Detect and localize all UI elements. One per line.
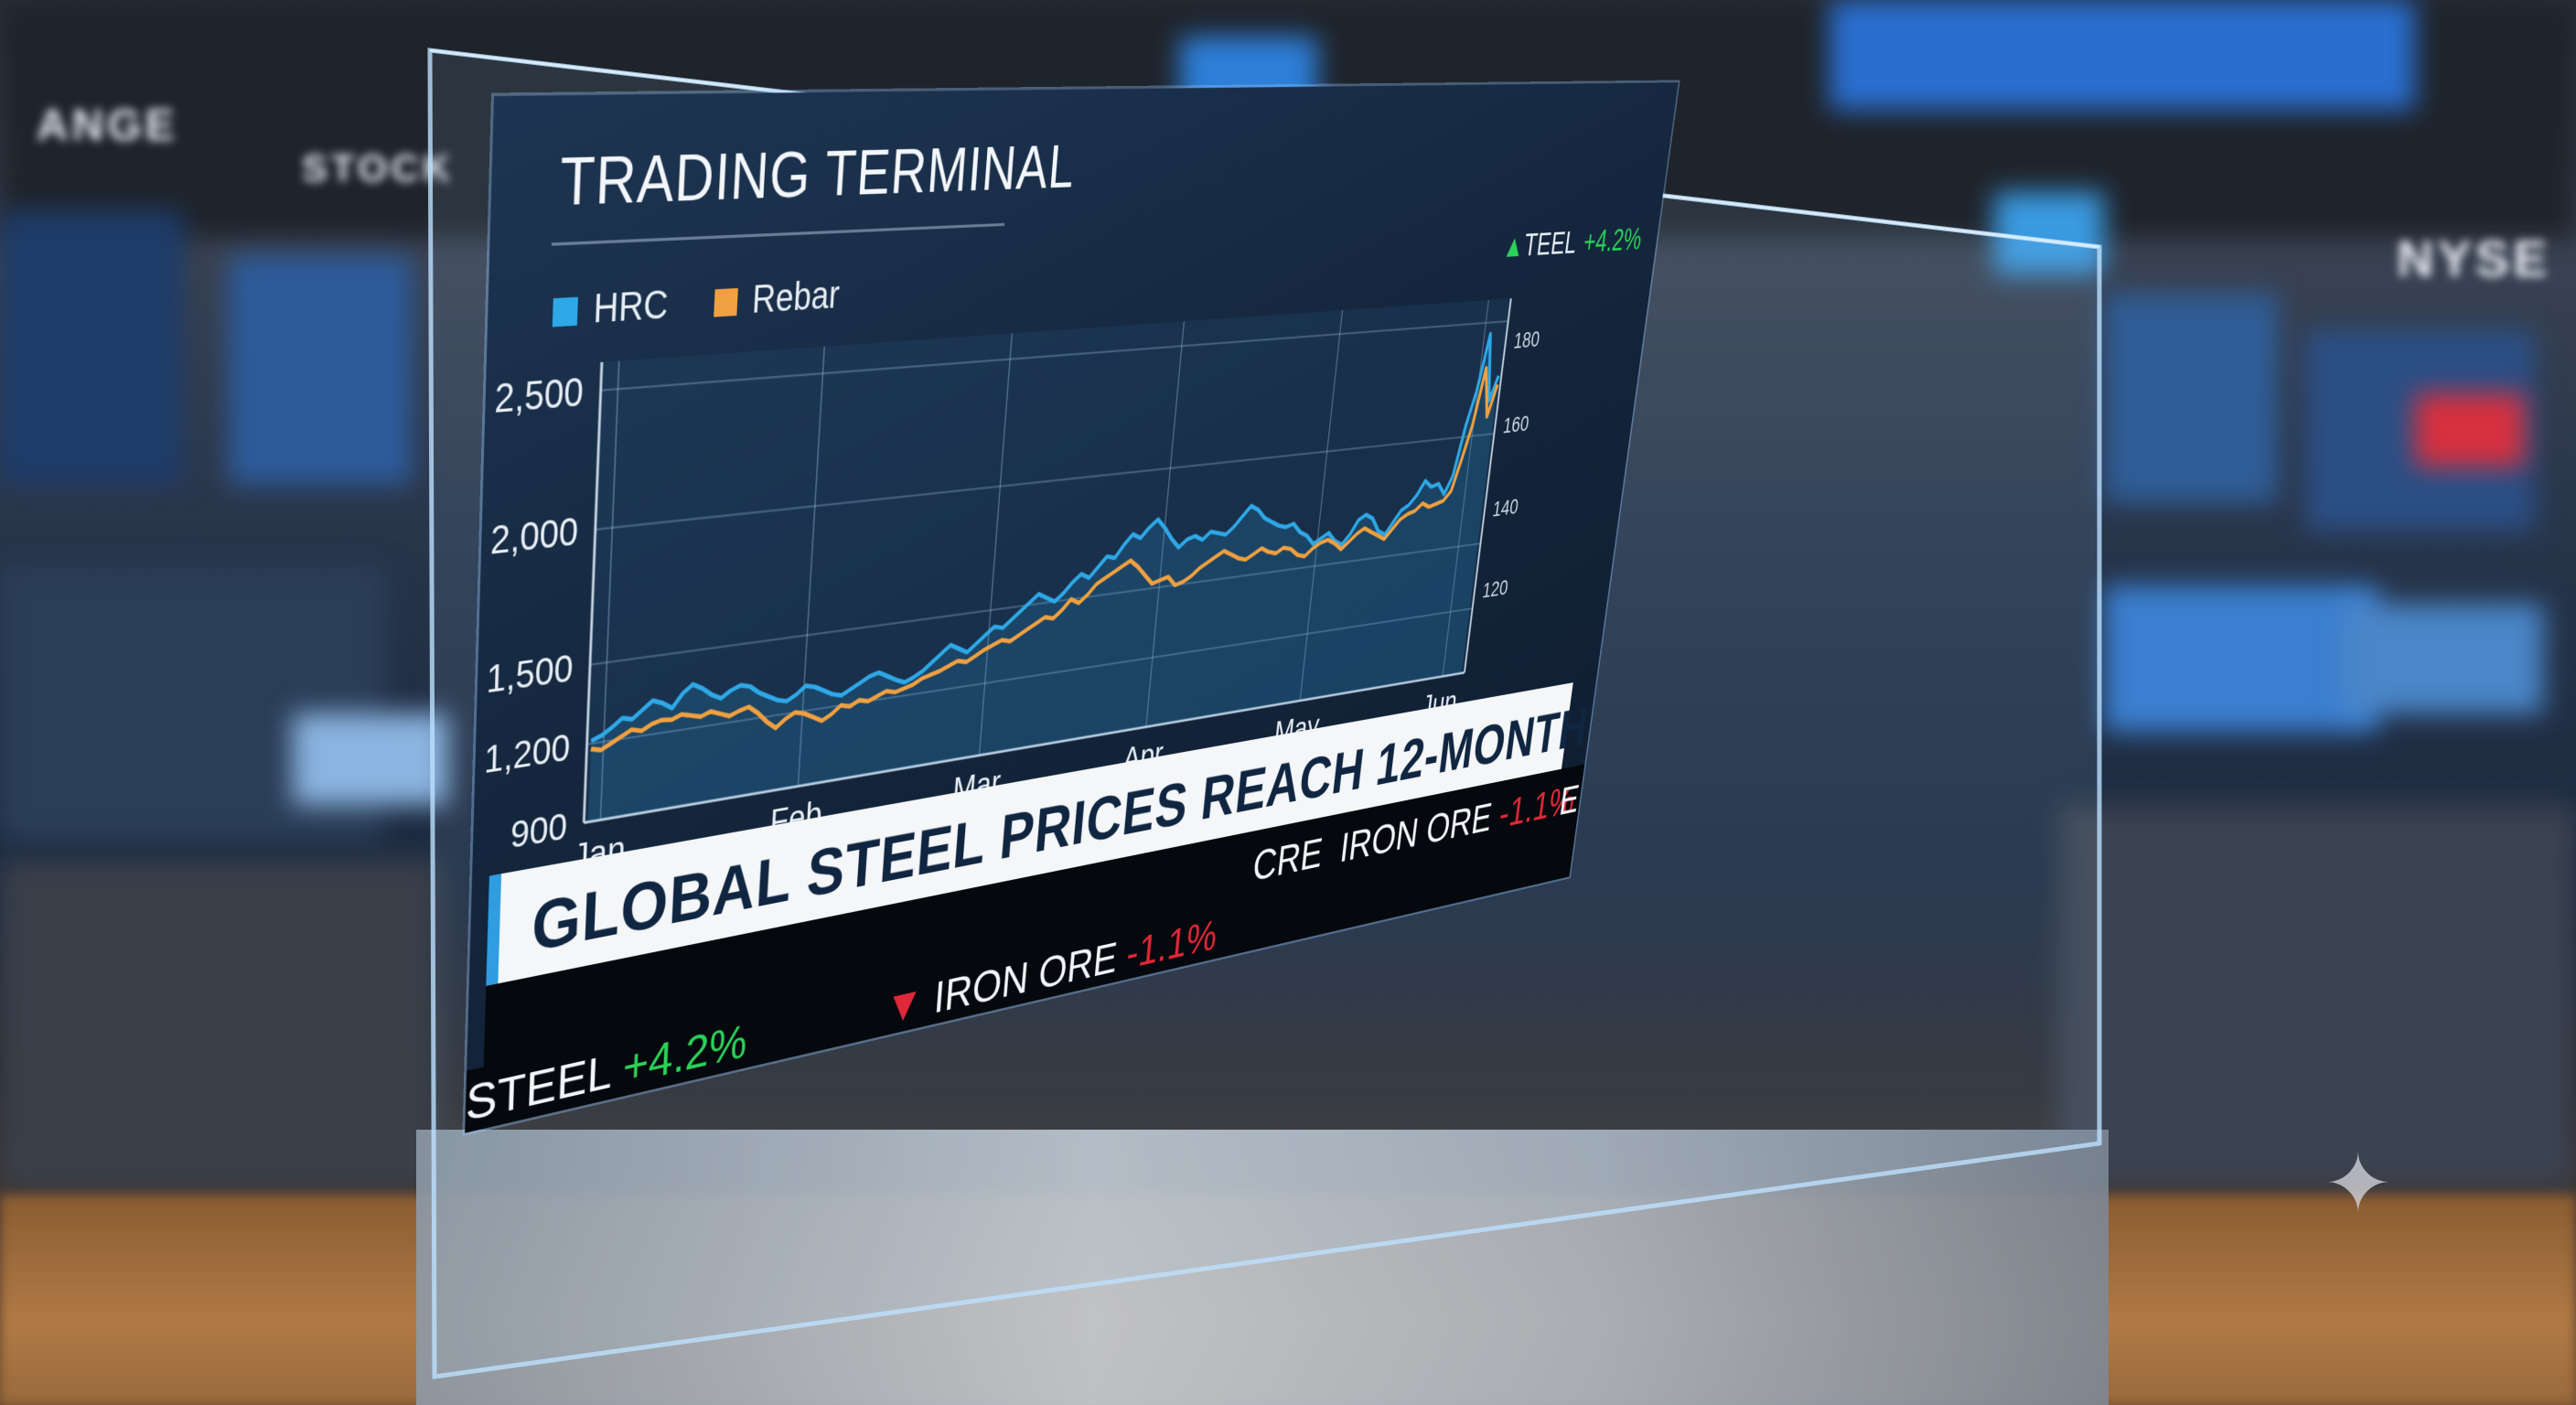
y2-tick-label: 140	[1491, 494, 1519, 521]
y-tick-label: 1,500	[486, 646, 574, 701]
y-tick-label: 1,200	[483, 726, 571, 782]
ticker-item-cre: CRE	[1250, 827, 1325, 891]
y-tick-label: 2,000	[489, 509, 579, 563]
y-tick-label: 2,500	[494, 370, 585, 422]
ticker-name: CRE	[1250, 828, 1325, 890]
y-tick-label: 900	[510, 805, 567, 856]
y2-tick-label: 180	[1512, 327, 1540, 353]
y2-tick-label: 120	[1481, 575, 1509, 603]
y2-tick-label: 160	[1502, 411, 1530, 437]
down-arrow-icon: ▼	[883, 974, 925, 1035]
